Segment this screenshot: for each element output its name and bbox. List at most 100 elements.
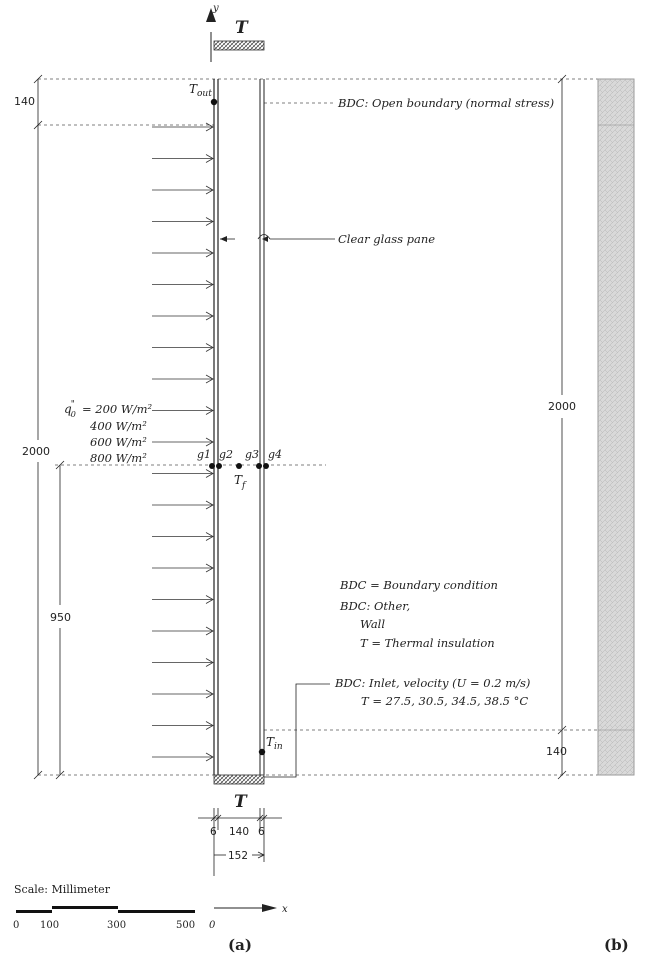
t-f-label: Tf	[234, 473, 247, 491]
bdc-legend: BDC = Boundary condition BDC: Other, Wal…	[334, 578, 530, 708]
gauge-label-g1: g1	[197, 448, 211, 461]
heat-flux-arrowhead-icon	[205, 374, 214, 384]
legend-inlet-line2: T = 27.5, 30.5, 34.5, 38.5 °C	[361, 694, 528, 708]
heat-flux-symbol: q0"	[64, 400, 76, 419]
dim-total-right-label: 2000	[548, 400, 576, 413]
mesh-panel	[597, 78, 635, 776]
legend-inlet-line1: BDC: Inlet, velocity (U = 0.2 m/s)	[334, 676, 530, 690]
mesh-strip	[597, 78, 635, 776]
inlet-temperature: Tin	[258, 735, 283, 756]
heat-flux-arrowhead-icon	[205, 689, 214, 699]
heat-flux-arrowhead-icon	[205, 217, 214, 226]
heat-flux-arrowhead-icon	[205, 563, 214, 573]
dim-bottom-gap-tick	[557, 770, 567, 780]
heat-flux-arrowhead-icon	[205, 437, 214, 447]
legend-other-line1: BDC: Other,	[339, 599, 410, 613]
dim-total-right-tick1	[557, 74, 567, 84]
legend-other-line3: T = Thermal insulation	[360, 636, 495, 650]
dim-w-mid-label: 140	[229, 826, 249, 838]
x-axis-label: x	[282, 904, 288, 915]
x-axis-arrow-icon	[262, 904, 277, 912]
scale-segment-3	[118, 910, 195, 913]
dim-total-left-label: 2000	[22, 445, 50, 458]
scale-tick-0: 0	[13, 920, 19, 931]
scale-bar: Scale: Millimeter 0 100 300 500	[13, 883, 195, 931]
glass-pane-label: Clear glass pane	[338, 232, 435, 246]
heat-flux-arrowhead-icon	[205, 721, 214, 730]
heat-flux-arrowhead-icon	[205, 532, 214, 541]
t-in-point	[258, 748, 266, 756]
heat-flux-arrowhead-icon	[205, 752, 214, 762]
heat-flux-value-2: 400 W/m²	[89, 419, 147, 433]
origin-label: 0	[209, 920, 216, 931]
heat-flux-arrowhead-icon	[205, 311, 214, 321]
glass-pane-callout: Clear glass pane	[220, 232, 435, 246]
dim-152-arrow-icon	[257, 851, 265, 859]
legend-bdc-definition: BDC = Boundary condition	[339, 578, 498, 592]
dim-width-tick4	[260, 814, 268, 822]
gauge-point-tf	[236, 463, 242, 469]
heat-flux-values: q0" = 200 W/m² 400 W/m² 600 W/m² 800 W/m…	[64, 400, 152, 465]
dim-total-left-tick	[33, 770, 43, 780]
bottom-cap: T	[213, 774, 265, 812]
scale-tick-500: 500	[176, 920, 195, 931]
dim-950-tick2	[55, 770, 65, 780]
gauge-point-g1	[209, 463, 215, 469]
dim-total-width-label: 152	[228, 850, 248, 862]
panel-label-a: (a)	[228, 936, 252, 954]
channel	[213, 79, 265, 775]
heat-flux-arrowhead-icon	[205, 626, 214, 636]
outlet-temperature: Tout	[189, 82, 218, 106]
dim-width-tick3	[256, 814, 264, 822]
dim-top-gap-label: 140	[14, 95, 35, 108]
scale-segment-1	[16, 910, 52, 913]
width-dimensions: 6 140 6 152	[198, 808, 282, 876]
dim-w-left-label: 6	[210, 826, 217, 838]
top-temperature-label: T	[235, 18, 249, 38]
heat-flux-arrowhead-icon	[205, 280, 214, 289]
heat-flux-arrowhead-icon	[205, 658, 214, 667]
left-dimensions: 140 2000 950	[14, 74, 71, 780]
top-cap: T	[213, 18, 265, 51]
dim-width-tick2	[214, 814, 222, 822]
dim-950-label: 950	[50, 611, 71, 624]
gauge-point-g3	[256, 463, 262, 469]
dim-bottom-gap-label: 140	[546, 745, 567, 758]
legend-other-line2: Wall	[360, 617, 385, 631]
scale-segment-2	[52, 906, 118, 909]
glass-arrow-right	[257, 234, 335, 240]
glass-arrow-head-icon	[262, 236, 268, 242]
heat-flux-arrowhead-icon	[205, 248, 214, 258]
inlet-leader-line	[264, 683, 330, 778]
dim-width-tick1	[210, 814, 218, 822]
heat-flux-value-1: = 200 W/m²	[82, 402, 152, 416]
dim-950-tick1	[55, 460, 65, 470]
t-in-label: Tin	[266, 735, 283, 752]
heat-flux-value-3: 600 W/m²	[90, 435, 147, 449]
heat-flux-arrowhead-icon	[205, 595, 214, 604]
heat-flux-value-4: 800 W/m²	[90, 451, 147, 465]
gauge-point-g4	[263, 463, 269, 469]
t-out-point	[210, 98, 218, 106]
gauges: g1 g2 g3 g4 Tf	[197, 448, 282, 491]
right-dimensions: 2000 140	[546, 74, 576, 780]
heat-flux-arrowhead-icon	[205, 406, 214, 415]
dim-w-right-label: 6	[258, 826, 265, 838]
scale-tick-100: 100	[40, 920, 59, 931]
gauge-label-g2: g2	[219, 448, 233, 461]
bdc-open-label: BDC: Open boundary (normal stress)	[337, 96, 554, 110]
bottom-insulation-hatch	[213, 774, 265, 785]
bottom-temperature-label: T	[234, 792, 248, 812]
top-insulation-hatch	[213, 40, 265, 51]
gauge-label-g3: g3	[245, 448, 259, 461]
panel-label-b: (b)	[604, 936, 629, 954]
y-axis: y	[206, 3, 219, 62]
t-out-label: Tout	[189, 82, 212, 99]
heat-flux-arrows	[152, 122, 214, 762]
gauge-point-g2	[216, 463, 222, 469]
y-axis-arrow-icon	[206, 8, 216, 22]
heat-flux-arrowhead-icon	[205, 154, 214, 163]
gauge-label-g4: g4	[268, 448, 282, 461]
